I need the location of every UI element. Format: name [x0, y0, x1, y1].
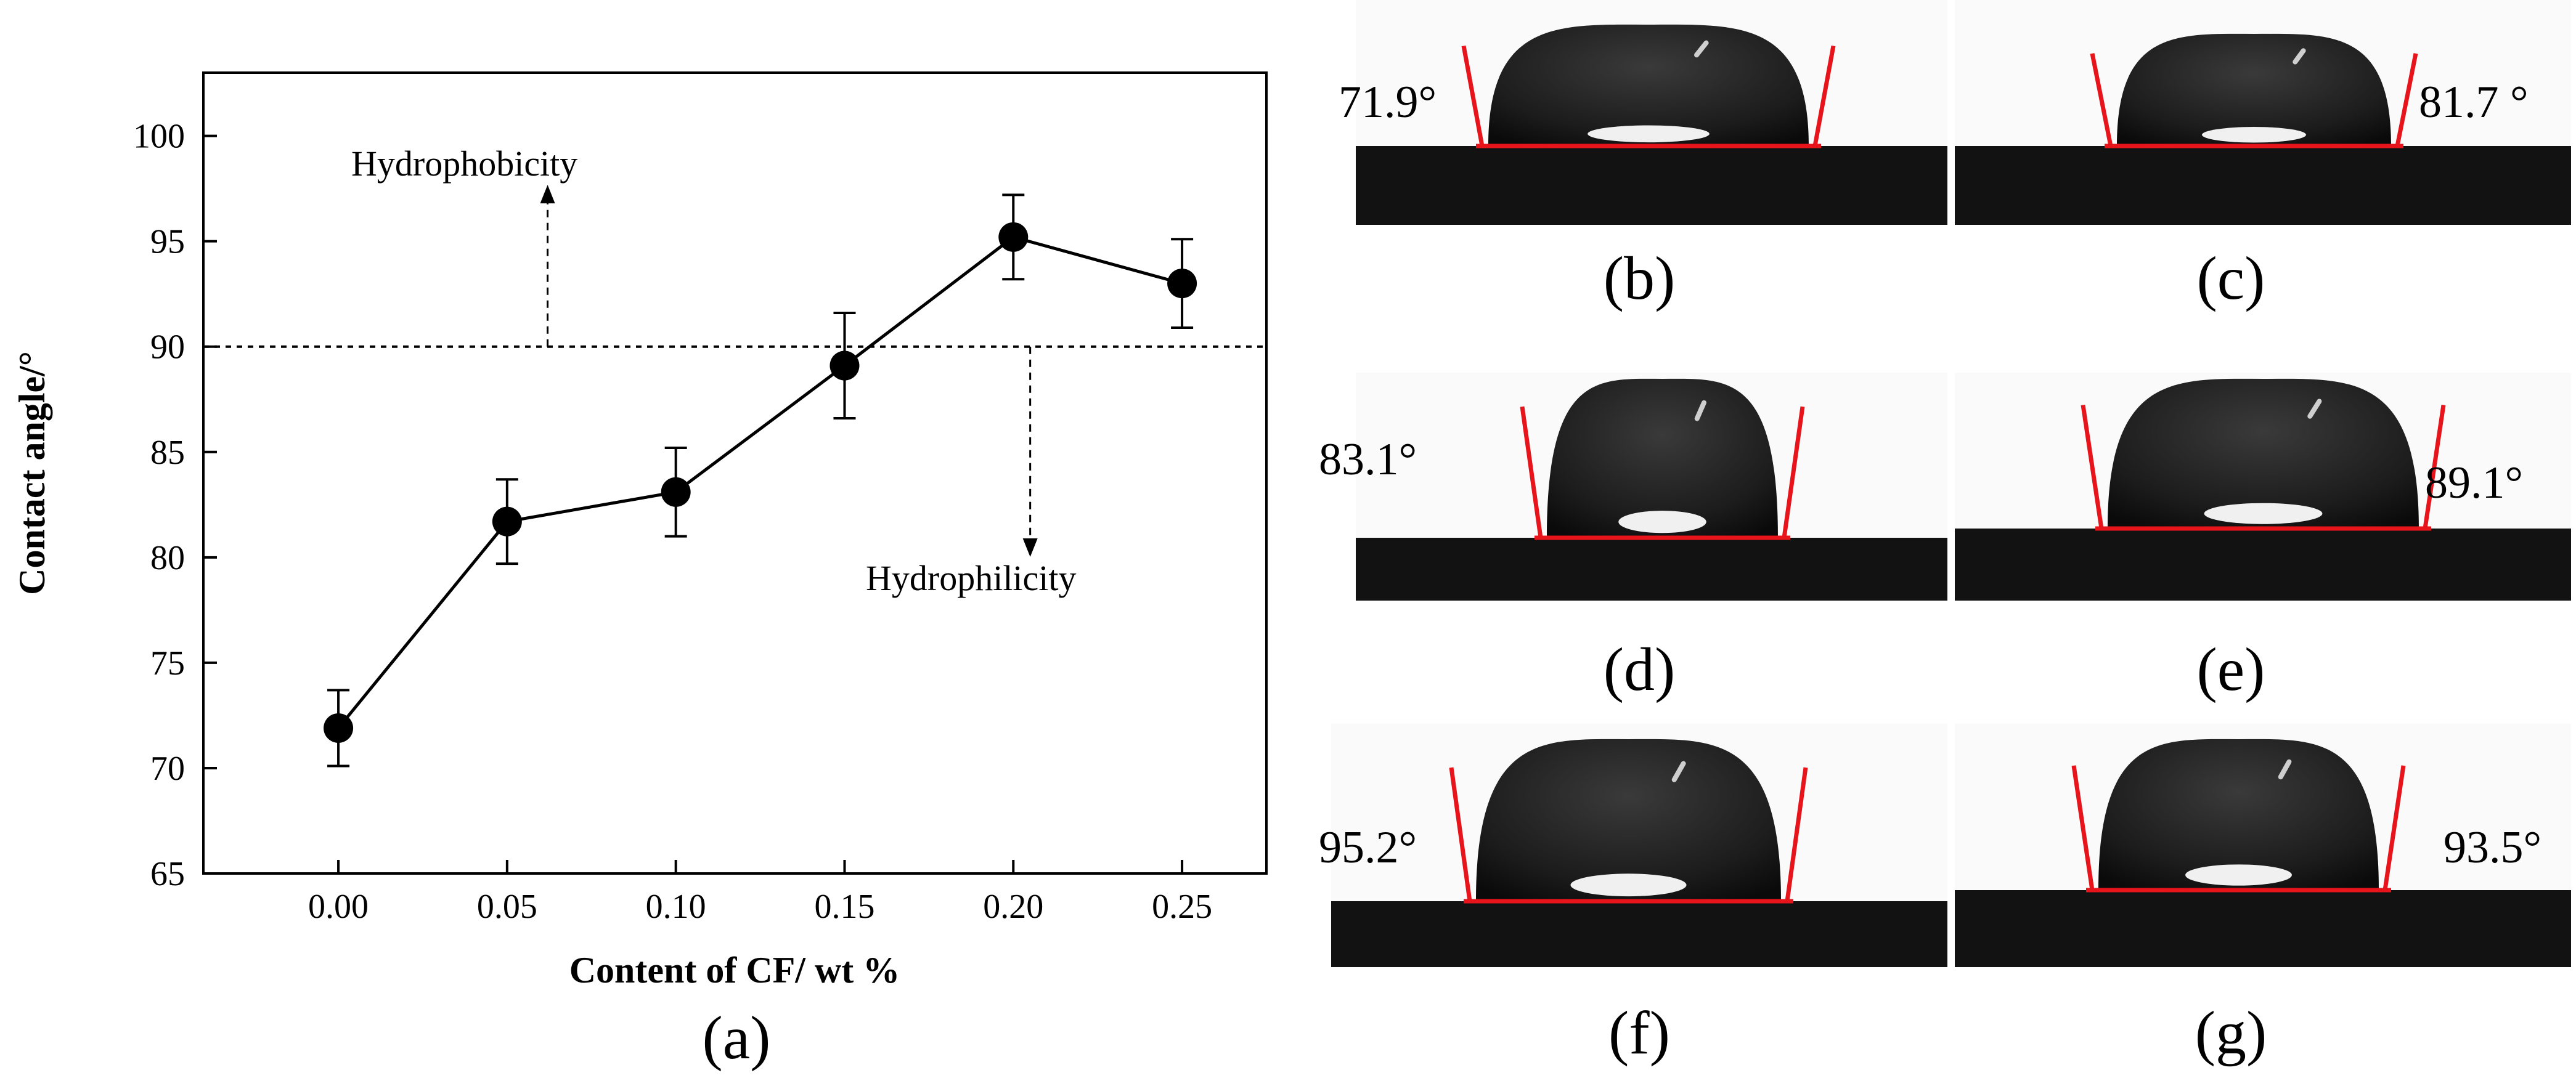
droplet-highlight: [2185, 864, 2292, 886]
tangent-right: [1812, 45, 1836, 147]
y-axis-title: Contact angle/°: [12, 351, 52, 595]
droplet-panel: 89.1° (e): [1955, 373, 2571, 703]
hydrophilicity-label: Hydrophilicity: [866, 558, 1077, 598]
droplet-highlight: [2201, 127, 2307, 143]
droplet-panel: 71.9° (b): [1339, 0, 1947, 312]
substrate: [1331, 901, 1947, 967]
x-axis-title: Content of CF/ wt %: [569, 950, 900, 991]
tangent-left: [2090, 53, 2113, 147]
droplet-glint: [2278, 759, 2292, 780]
droplet: [2117, 33, 2391, 146]
droplet-glint: [1694, 40, 1709, 58]
data-point: [998, 222, 1029, 252]
tangent-right: [2382, 765, 2406, 891]
panel-label: (c): [2197, 244, 2265, 312]
panel-label: (g): [2195, 999, 2267, 1067]
data-point: [1167, 269, 1197, 299]
data-points: [324, 222, 1197, 743]
tangent-left: [2071, 765, 2095, 891]
y-tick-label: 90: [150, 328, 185, 367]
tangent-left: [1461, 45, 1485, 147]
data-point: [829, 351, 860, 381]
droplet-highlight: [1570, 873, 1687, 897]
x-tick-label: 0.15: [814, 888, 874, 926]
error-bars: [327, 193, 1194, 768]
arrow-down-head: [1022, 538, 1038, 557]
hydrophobicity-label: Hydrophobicity: [351, 144, 577, 184]
y-tick-label: 70: [150, 750, 185, 788]
tangent-left: [1449, 767, 1472, 902]
y-tick-label: 100: [133, 118, 185, 156]
droplet-glint: [1694, 400, 1706, 421]
substrate: [1356, 538, 1947, 601]
tangent-right: [2423, 405, 2446, 529]
contact-angle-label: 89.1°: [2425, 458, 2523, 508]
contact-angle-label: 81.7 °: [2419, 77, 2529, 128]
panel-label: (f): [1608, 999, 1670, 1067]
x-tick-label: 0.00: [308, 888, 369, 926]
y-tick-label: 75: [150, 644, 185, 683]
droplet: [1476, 739, 1781, 901]
tangent-right: [1782, 406, 1805, 538]
contact-angle-label: 95.2°: [1319, 822, 1417, 873]
x-axis-ticks: 0.00 0.05 0.10 0.15 0.20 0.25: [308, 860, 1212, 926]
droplet-glint: [1671, 761, 1686, 782]
droplet-panel: 95.2° (f): [1319, 724, 1947, 1067]
contact-angle-label: 83.1°: [1319, 434, 1417, 485]
data-point: [324, 713, 354, 743]
tangent-left: [2081, 405, 2104, 529]
contact-angle-label: 71.9°: [1339, 77, 1437, 128]
panel-label: (b): [1604, 244, 1676, 312]
y-tick-label: 85: [150, 434, 185, 472]
y-tick-label: 80: [150, 539, 185, 577]
droplet: [1488, 24, 1809, 146]
droplet: [1547, 378, 1778, 538]
panel-label-a: (a): [703, 1003, 771, 1072]
substrate: [1955, 529, 2571, 601]
x-tick-label: 0.25: [1152, 888, 1212, 926]
droplet-panel: 83.1° (d): [1319, 373, 1947, 703]
droplet-highlight: [1618, 511, 1706, 533]
data-point: [661, 477, 691, 507]
arrow-up-head: [540, 185, 555, 204]
panel-label: (e): [2197, 635, 2265, 703]
droplet: [2108, 378, 2419, 529]
droplet-glint: [2293, 48, 2306, 65]
y-axis-ticks: 65 70 75 80 85 90 95 100: [133, 118, 217, 893]
contact-angle-label: 93.5°: [2444, 822, 2541, 873]
droplet: [2098, 739, 2379, 890]
substrate: [1955, 146, 2571, 225]
annotation-arrows: [540, 185, 1038, 557]
substrate: [1356, 146, 1947, 225]
substrate: [1955, 890, 2571, 967]
x-tick-label: 0.20: [983, 888, 1043, 926]
droplet-highlight: [2204, 503, 2323, 524]
droplet-glint: [2307, 399, 2322, 419]
y-tick-label: 65: [150, 855, 185, 893]
plot-frame: [202, 71, 1268, 875]
data-point: [492, 506, 522, 537]
tangent-right: [2395, 53, 2418, 147]
x-tick-label: 0.05: [477, 888, 537, 926]
droplet-highlight: [1588, 125, 1710, 143]
tangent-right: [1785, 767, 1808, 902]
series-line: [337, 235, 1183, 729]
y-tick-label: 95: [150, 223, 185, 261]
droplet-panel: 81.7 ° (c): [1955, 0, 2571, 312]
tangent-left: [1520, 406, 1543, 538]
panel-label: (d): [1604, 635, 1676, 703]
x-tick-label: 0.10: [646, 888, 706, 926]
droplet-panel: 93.5° (g): [1955, 724, 2571, 1067]
droplet-panels: 71.9° (b) 81.7 ° (c) 83.1° (d) 89.1° (e) 95.2° (f…: [1319, 0, 2571, 1067]
